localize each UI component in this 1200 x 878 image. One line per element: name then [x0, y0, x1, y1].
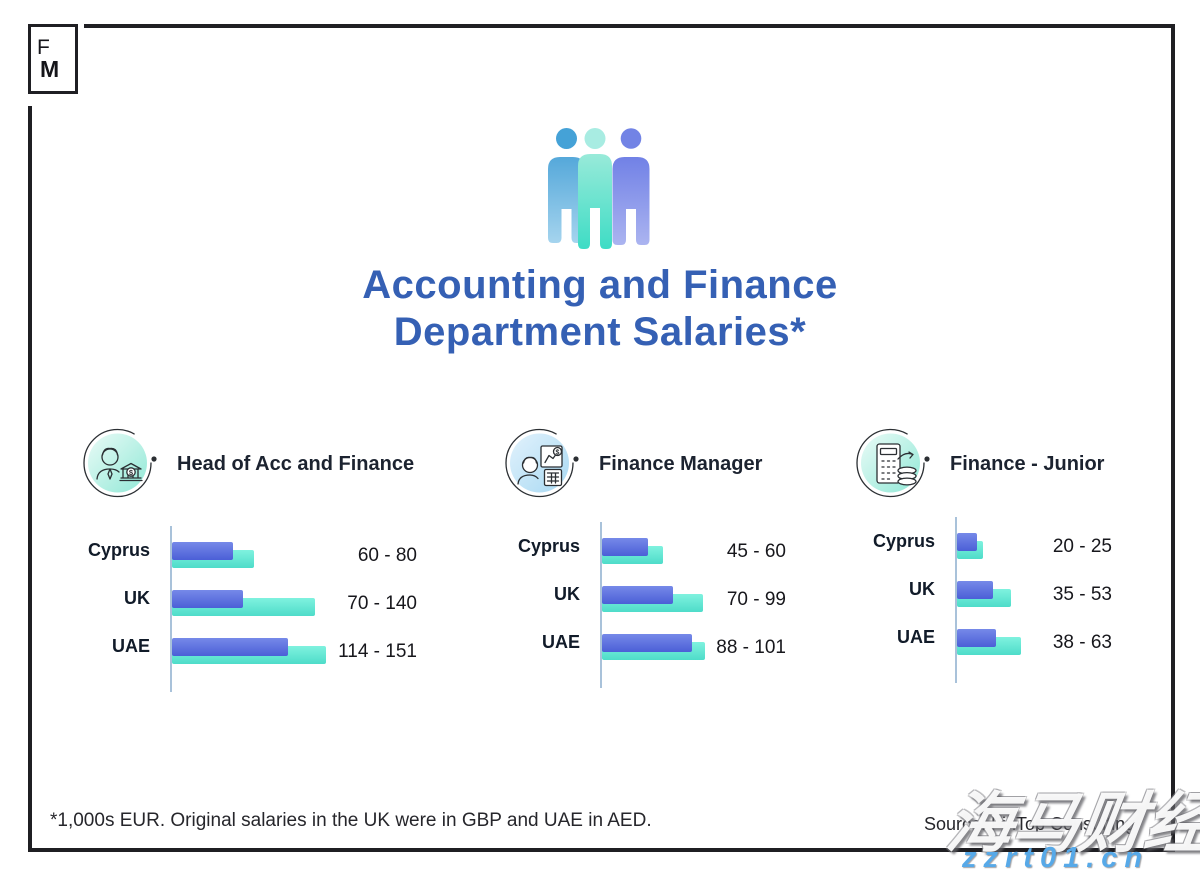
chart-section-finance-junior: Finance - Junior Cyprus 20 - 25 UK 35 - 53 U…: [852, 424, 1112, 683]
chart-axis: [600, 522, 602, 688]
salary-min-bar: [957, 581, 993, 599]
chart-row: UAE 88 - 101: [542, 626, 860, 674]
country-label: UAE: [541, 632, 580, 652]
chart-section-head-of-acc-and-finance: $ Head of Acc and Finance Cyprus 60 - 80 U…: [79, 424, 417, 692]
page-border-bottom: [28, 848, 1175, 852]
person-with-bank-icon: $: [83, 428, 157, 498]
section-header: $ Head of Acc and Finance: [79, 424, 414, 504]
watermark-url: zzrt01.cn: [962, 842, 1150, 874]
salary-range-label: 88 - 101: [716, 637, 786, 658]
footnote-text: *1,000s EUR. Original salaries in the UK…: [50, 810, 652, 831]
section-title: Finance - Junior: [950, 452, 1105, 475]
chart-row: UAE 38 - 63: [897, 621, 1200, 669]
salary-min-bar: [957, 533, 978, 551]
person-body-left: [548, 157, 585, 243]
chart-axis: [170, 526, 172, 692]
chart-row: Cyprus 45 - 60: [518, 530, 860, 578]
svg-text:$: $: [129, 468, 134, 477]
country-label: UK: [909, 579, 935, 599]
section-title: Finance Manager: [599, 452, 763, 475]
person-body-right: [612, 157, 650, 245]
chart-row: UK 70 - 140: [124, 582, 430, 630]
page-title: Accounting and Finance Department Salari…: [0, 262, 1200, 356]
page-title-line1: Accounting and Finance: [362, 263, 838, 307]
section-title: Head of Acc and Finance: [177, 452, 415, 475]
chart-row: Cyprus 60 - 80: [88, 534, 430, 582]
salary-range-label: 70 - 99: [726, 589, 786, 610]
salary-min-bar: [602, 634, 692, 652]
salary-range-label: 70 - 140: [347, 593, 417, 614]
country-label: UAE: [111, 636, 150, 656]
people-group-icon: [548, 128, 650, 249]
country-label: Cyprus: [87, 540, 150, 560]
salary-min-bar: [957, 629, 996, 647]
section-header: $ Finance Manager: [501, 424, 762, 504]
person-head-middle: [584, 128, 606, 149]
country-label: UK: [554, 584, 580, 604]
country-label: Cyprus: [872, 531, 935, 551]
salary-min-bar: [602, 538, 648, 556]
bar-chart: Cyprus 20 - 25 UK 35 - 53 UAE 38 - 63: [873, 517, 1200, 683]
fm-logo: F M: [28, 24, 78, 94]
salary-min-bar: [172, 590, 244, 608]
person-head-right: [620, 128, 642, 149]
country-label: Cyprus: [517, 536, 580, 556]
svg-text:$: $: [556, 449, 560, 456]
section-header: Finance - Junior: [852, 424, 1104, 504]
salary-range-label: 45 - 60: [726, 541, 786, 562]
person-with-chart-icon: $: [505, 428, 579, 498]
bar-chart: Cyprus 60 - 80 UK 70 - 140 UAE 114 - 151: [88, 526, 430, 692]
salary-range-label: 20 - 25: [1052, 536, 1112, 557]
salary-min-bar: [172, 638, 289, 656]
logo-letter-m: M: [40, 56, 60, 82]
salary-range-label: 114 - 151: [338, 641, 417, 662]
chart-section-finance-manager: $ Finance Manager Cyprus 45 - 60 UK 70 - 99…: [501, 424, 786, 688]
bar-chart: Cyprus 45 - 60 UK 70 - 99 UAE 88 - 101: [518, 522, 860, 688]
country-label: UAE: [896, 627, 935, 647]
page-border-left: [28, 106, 32, 848]
page-border-right: [1171, 24, 1175, 852]
chart-axis: [955, 517, 957, 683]
logo-letter-f: F: [37, 36, 50, 59]
country-label: UK: [124, 588, 150, 608]
chart-row: UAE 114 - 151: [112, 630, 430, 678]
person-body-middle: [578, 154, 612, 249]
page-border-top: [84, 24, 1174, 28]
salary-range-label: 38 - 63: [1052, 632, 1112, 653]
chart-row: UK 70 - 99: [554, 578, 860, 626]
chart-row: UK 35 - 53: [909, 573, 1200, 621]
salary-min-bar: [172, 542, 234, 560]
calculator-with-coins-icon: [856, 428, 930, 498]
salary-min-bar: [602, 586, 674, 604]
salary-range-label: 35 - 53: [1052, 584, 1112, 605]
chart-row: Cyprus 20 - 25: [873, 525, 1200, 573]
page-title-line2: Department Salaries*: [393, 310, 807, 354]
source-text: Source: FinTop Consulting: [924, 814, 1136, 834]
person-head-left: [556, 128, 577, 149]
salary-range-label: 60 - 80: [357, 545, 417, 566]
